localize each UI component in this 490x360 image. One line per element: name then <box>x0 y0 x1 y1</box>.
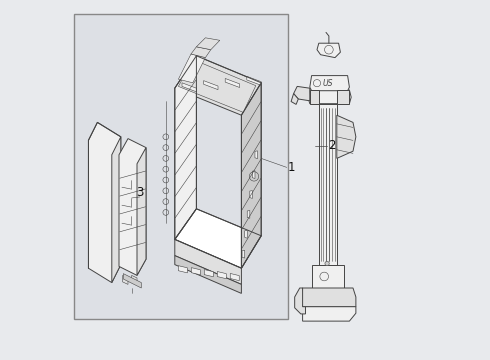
Polygon shape <box>196 38 220 50</box>
Polygon shape <box>317 43 341 58</box>
Polygon shape <box>255 151 258 159</box>
Polygon shape <box>204 81 218 90</box>
Polygon shape <box>178 59 256 112</box>
Polygon shape <box>123 274 141 288</box>
Polygon shape <box>242 83 261 268</box>
Polygon shape <box>191 47 211 58</box>
Polygon shape <box>137 148 146 275</box>
Polygon shape <box>217 271 226 279</box>
Polygon shape <box>247 76 261 85</box>
Polygon shape <box>310 90 319 104</box>
Polygon shape <box>178 54 205 83</box>
Polygon shape <box>319 104 337 265</box>
Text: 3: 3 <box>136 186 144 199</box>
Polygon shape <box>247 211 250 218</box>
Polygon shape <box>312 265 344 288</box>
Polygon shape <box>175 56 261 115</box>
Polygon shape <box>300 288 356 307</box>
Polygon shape <box>250 191 252 198</box>
Polygon shape <box>310 76 349 91</box>
Polygon shape <box>88 122 121 283</box>
Polygon shape <box>182 83 196 92</box>
Polygon shape <box>230 274 239 281</box>
Polygon shape <box>175 209 261 268</box>
Polygon shape <box>175 239 242 284</box>
Polygon shape <box>112 137 121 283</box>
Bar <box>74 14 288 319</box>
Polygon shape <box>252 171 255 179</box>
Polygon shape <box>119 139 146 275</box>
Polygon shape <box>225 78 240 87</box>
Polygon shape <box>291 94 298 104</box>
Polygon shape <box>192 267 200 275</box>
Polygon shape <box>245 230 247 238</box>
Polygon shape <box>122 275 128 284</box>
Polygon shape <box>337 90 349 104</box>
Polygon shape <box>175 256 242 293</box>
Polygon shape <box>294 86 310 101</box>
Polygon shape <box>303 307 356 321</box>
Polygon shape <box>175 56 196 239</box>
Text: 2: 2 <box>328 139 336 152</box>
Circle shape <box>325 261 329 266</box>
Polygon shape <box>337 115 356 158</box>
Polygon shape <box>204 270 213 277</box>
Polygon shape <box>242 250 245 258</box>
Polygon shape <box>132 275 137 284</box>
Polygon shape <box>178 266 187 273</box>
Text: US: US <box>322 79 333 88</box>
Polygon shape <box>308 90 351 104</box>
Polygon shape <box>294 288 305 314</box>
Text: 1: 1 <box>287 161 295 174</box>
